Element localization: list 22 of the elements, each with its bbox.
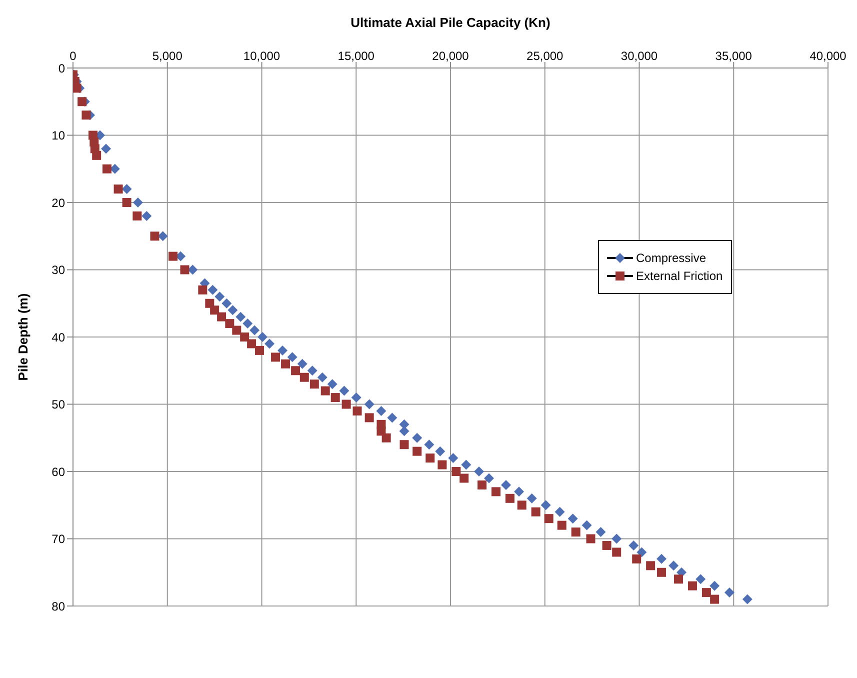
y-tick-label: 50 (52, 398, 66, 412)
y-tick-label: 20 (52, 196, 66, 210)
x-tick-label: 20,000 (432, 49, 470, 63)
x-tick-label: 35,000 (715, 49, 752, 63)
x-tick-label: 25,000 (526, 49, 564, 63)
legend-label: External Friction (636, 269, 723, 283)
y-tick-label: 80 (52, 599, 66, 614)
y-tick-label: 70 (52, 532, 66, 546)
y-tick-label: 30 (52, 263, 66, 278)
x-tick-label: 0 (70, 49, 77, 63)
legend-label: Compressive (636, 251, 706, 265)
x-tick-label: 30,000 (620, 49, 658, 63)
y-tick-label: 0 (58, 61, 66, 76)
x-axis-title: Ultimate Axial Pile Capacity (Kn) (350, 15, 550, 30)
y-tick-label: 40 (52, 330, 66, 344)
x-tick-label: 10,000 (243, 49, 280, 63)
x-tick-label: 5,000 (152, 49, 183, 63)
x-tick-label: 40,000 (810, 49, 847, 63)
x-tick-label: 15,000 (338, 49, 375, 63)
y-tick-label: 60 (52, 464, 66, 479)
y-tick-label: 10 (52, 128, 66, 143)
y-axis-title: Pile Depth (m) (16, 293, 31, 381)
